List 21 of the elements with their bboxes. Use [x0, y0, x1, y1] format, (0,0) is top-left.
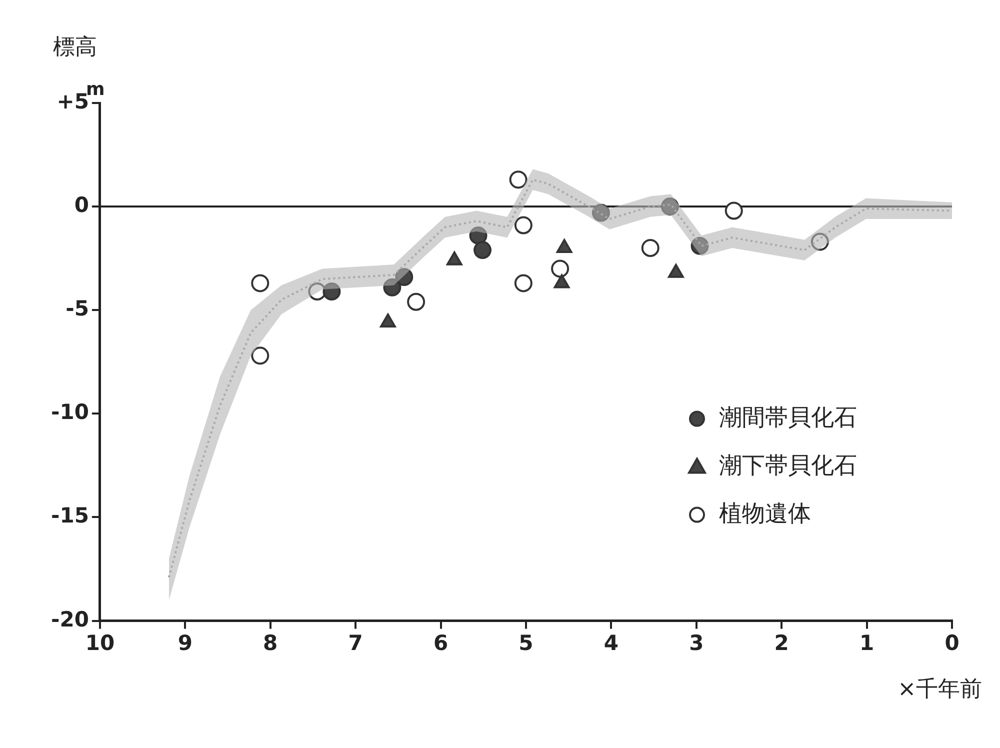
y-tick-label: -5 [66, 296, 89, 321]
y-tick-label: -20 [50, 607, 89, 632]
x-tick-label: 4 [604, 630, 618, 655]
x-tick-label: 8 [263, 630, 278, 655]
y-tick-label: -15 [50, 504, 89, 528]
x-tick-label: 6 [433, 630, 448, 655]
x-tick-label: 7 [348, 630, 363, 655]
y-tick-label: -10 [50, 400, 89, 424]
x-tick-label: 2 [774, 630, 789, 655]
x-tick-label: 3 [689, 630, 704, 655]
x-tick-label: 0 [944, 630, 960, 655]
y-tick-label: 0 [74, 193, 89, 218]
legend-label: 植物遺体 [719, 500, 811, 527]
x-axis-title: ×千年前 [898, 676, 982, 702]
legend-label: 潮下帯貝化石 [719, 452, 857, 479]
legend-label: 潮間帯貝化石 [719, 404, 857, 431]
x-tick-label: 10 [85, 630, 115, 655]
x-tick-label: 1 [859, 630, 874, 655]
x-tick-label: 5 [518, 630, 534, 655]
x-tick-label: 9 [178, 630, 192, 655]
y-axis-title: 標高 [53, 35, 97, 60]
